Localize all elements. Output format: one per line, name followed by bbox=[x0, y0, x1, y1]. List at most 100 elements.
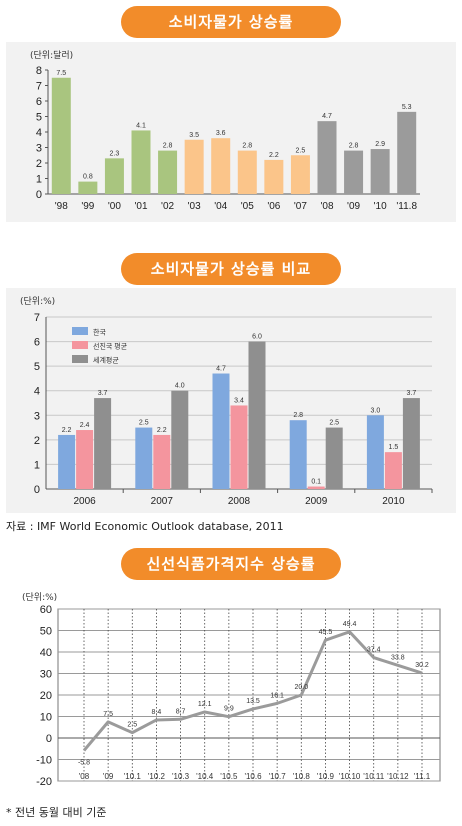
chart1-x-tick-label: '06 bbox=[267, 201, 280, 212]
chart3-y-tick-label: -20 bbox=[36, 776, 52, 788]
chart1-x-tick-label: '07 bbox=[294, 201, 307, 212]
chart3-data-label: 30.2 bbox=[415, 662, 429, 669]
chart1-data-label: 4.1 bbox=[136, 122, 146, 129]
chart3-y-tick-label: 50 bbox=[40, 626, 52, 638]
chart3-x-tick-label: '10.1 bbox=[124, 772, 142, 781]
chart3-data-label: 8.7 bbox=[176, 708, 186, 715]
chart1-bar bbox=[131, 130, 151, 194]
chart2-source: 자료 : IMF World Economic Outlook database… bbox=[6, 520, 284, 533]
chart1-x-tick-label: '02 bbox=[161, 201, 174, 212]
chart1-x-tick-label: '10 bbox=[374, 201, 387, 212]
chart2-x-tick-label: 2006 bbox=[73, 496, 96, 507]
chart3-y-tick-label: 10 bbox=[40, 712, 52, 724]
chart3-y-tick-label: 60 bbox=[40, 604, 52, 616]
chart3-x-tick-label: '09 bbox=[103, 772, 114, 781]
chart2-data-label: 1.5 bbox=[389, 444, 399, 451]
chart1-bar bbox=[264, 159, 284, 194]
chart2-x-tick-label: 2007 bbox=[151, 496, 174, 507]
chart2-data-label: 2.5 bbox=[329, 420, 339, 427]
chart2-legend-label: 한국 bbox=[93, 329, 106, 337]
chart1-x-tick-label: '01 bbox=[134, 201, 147, 212]
chart3-y-tick-label: 40 bbox=[40, 647, 52, 659]
chart1-data-label: 5.3 bbox=[402, 104, 412, 111]
chart1-data-label: 2.8 bbox=[242, 143, 252, 150]
chart2-data-label: 6.0 bbox=[252, 334, 262, 341]
chart1-y-tick-label: 4 bbox=[36, 127, 42, 139]
chart1-data-label: 7.5 bbox=[56, 70, 66, 77]
chart1-y-tick-label: 2 bbox=[36, 158, 42, 170]
chart2-y-tick-label: 1 bbox=[34, 459, 40, 471]
chart1-y-tick-label: 3 bbox=[36, 143, 42, 155]
chart1-bar bbox=[51, 77, 71, 194]
chart1-y-tick-label: 1 bbox=[36, 174, 42, 186]
chart2-bar bbox=[289, 420, 307, 489]
chart2-title: 소비자물가 상승률 비교 bbox=[121, 253, 341, 285]
chart1-bar bbox=[237, 150, 257, 194]
chart3-x-tick-label: '08 bbox=[79, 772, 90, 781]
chart1-data-label: 2.5 bbox=[296, 147, 306, 154]
chart2-bar bbox=[248, 341, 266, 489]
chart3-data-label: 33.8 bbox=[391, 654, 405, 661]
chart2-legend-swatch bbox=[72, 341, 88, 349]
chart3-data-label: 45.5 bbox=[319, 629, 333, 636]
chart2-data-label: 4.0 bbox=[175, 383, 185, 390]
chart3-x-tick-label: '10.4 bbox=[196, 772, 214, 781]
chart1-x-tick-label: '11.8 bbox=[396, 201, 417, 212]
chart2-data-label: 3.7 bbox=[407, 390, 417, 397]
chart3-data-label: 9.9 bbox=[224, 706, 234, 713]
chart1-bar bbox=[397, 111, 417, 194]
chart3-x-tick-label: '10.12 bbox=[387, 772, 409, 781]
chart3-y-tick-label: 30 bbox=[40, 669, 52, 681]
chart1-unit: (단위:달러) bbox=[30, 51, 74, 61]
chart2-data-label: 4.7 bbox=[216, 366, 226, 373]
chart2-y-tick-label: 2 bbox=[34, 435, 40, 447]
chart3-y-tick-label: -10 bbox=[36, 755, 52, 767]
chart2-bar bbox=[230, 405, 248, 489]
chart1-bar bbox=[184, 139, 204, 194]
chart3-data-label: 20.0 bbox=[294, 684, 308, 691]
chart3-x-tick-label: '10.6 bbox=[244, 772, 262, 781]
chart3-y-tick-label: 0 bbox=[46, 733, 52, 745]
chart1-bar bbox=[78, 181, 98, 194]
chart3-data-label: 2.5 bbox=[127, 722, 137, 729]
chart1-data-label: 3.5 bbox=[189, 132, 199, 139]
chart2-legend-swatch bbox=[72, 327, 88, 335]
chart2-data-label: 2.2 bbox=[157, 427, 167, 434]
chart3-x-tick-label: '10.9 bbox=[317, 772, 335, 781]
chart2-y-tick-label: 5 bbox=[34, 361, 40, 373]
chart2-data-label: 2.8 bbox=[293, 412, 303, 419]
chart2-bar bbox=[58, 434, 76, 489]
chart3-x-tick-label: '10.7 bbox=[269, 772, 287, 781]
chart2-x-tick-label: 2010 bbox=[382, 496, 405, 507]
chart3-data-label: 8.4 bbox=[152, 709, 162, 716]
chart1-x-tick-label: '09 bbox=[347, 201, 360, 212]
chart2-bar bbox=[171, 390, 189, 489]
chart3-title: 신선식품가격지수 상승률 bbox=[121, 548, 341, 580]
chart1-bar bbox=[370, 149, 390, 194]
chart3-data-label: 13.5 bbox=[246, 698, 260, 705]
chart3-data-label: 37.4 bbox=[367, 647, 381, 654]
chart1-x-tick-label: '00 bbox=[108, 201, 121, 212]
chart1-y-tick-label: 6 bbox=[36, 96, 42, 108]
chart2-legend-label: 세계평균 bbox=[93, 356, 119, 365]
chart3-x-tick-label: '10.8 bbox=[293, 772, 311, 781]
chart2-bar bbox=[402, 398, 420, 489]
chart2-bar bbox=[212, 373, 230, 489]
chart3-x-tick-label: '11.1 bbox=[414, 772, 431, 781]
chart1-data-label: 2.2 bbox=[269, 152, 279, 159]
chart2-bar bbox=[153, 434, 171, 489]
chart1-bar bbox=[344, 150, 364, 194]
chart1-x-tick-label: '04 bbox=[214, 201, 227, 212]
chart3-x-tick-label: '10.3 bbox=[172, 772, 190, 781]
chart3-y-tick-label: 20 bbox=[40, 690, 52, 702]
chart1-bar bbox=[104, 158, 124, 194]
chart2-data-label: 0.1 bbox=[311, 479, 321, 486]
chart1-y-tick-label: 5 bbox=[36, 112, 42, 124]
chart2-data-label: 3.7 bbox=[98, 390, 108, 397]
chart2-data-label: 2.2 bbox=[62, 427, 72, 434]
chart1-data-label: 2.8 bbox=[163, 143, 173, 150]
chart1-data-label: 4.7 bbox=[322, 113, 332, 120]
